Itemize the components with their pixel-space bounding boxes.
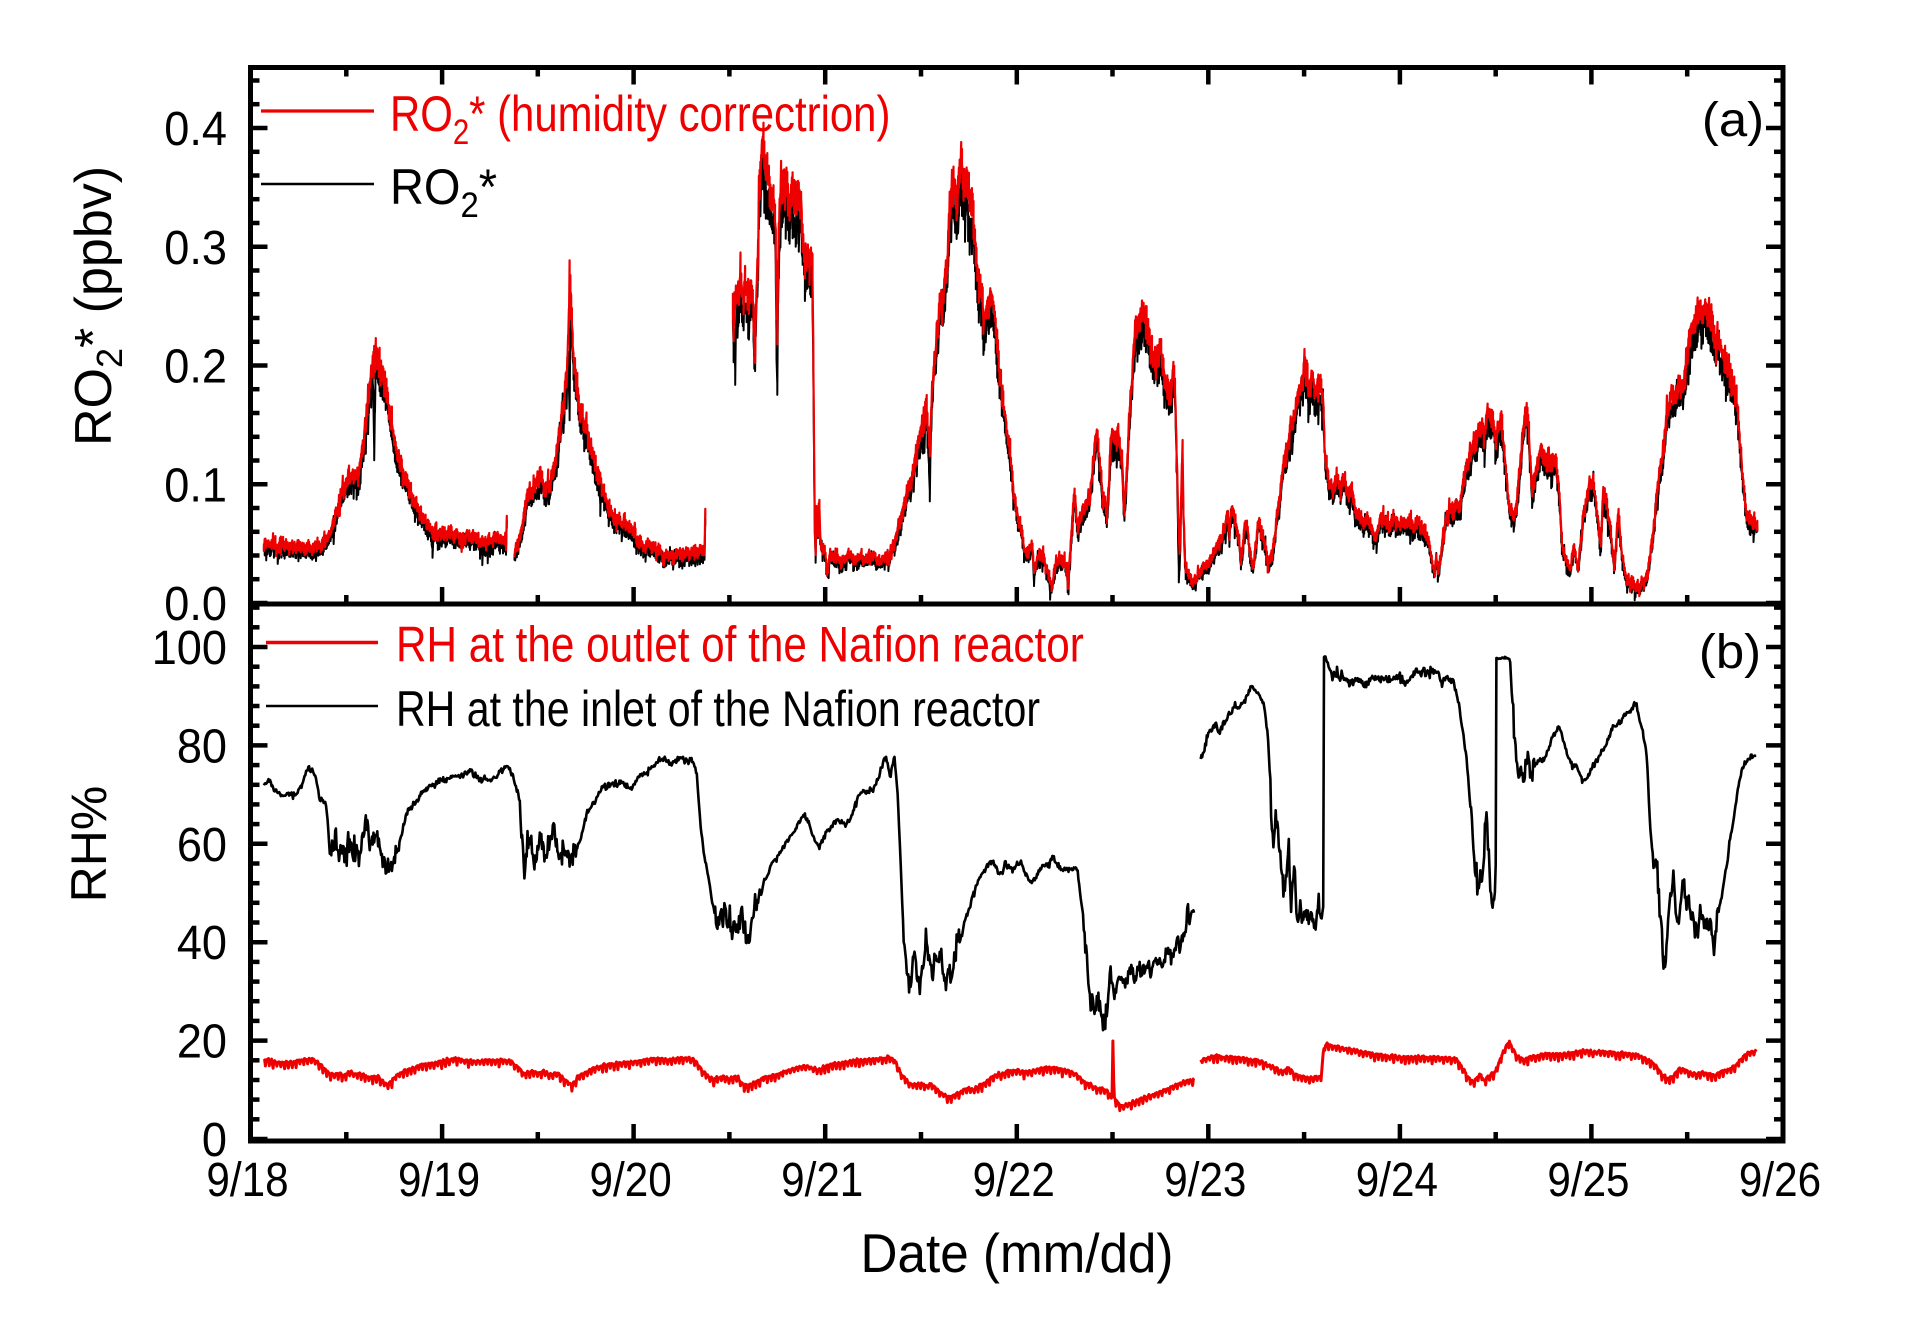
svg-text:9/20: 9/20: [590, 1152, 672, 1206]
svg-text:RO2* (humidity correctrion): RO2* (humidity correctrion): [390, 85, 890, 151]
svg-text:RH at the outlet of the Nafion: RH at the outlet of the Nafion reactor: [396, 616, 1084, 672]
svg-text:(b): (b): [1699, 625, 1761, 678]
svg-text:(a): (a): [1702, 93, 1764, 146]
svg-text:Date (mm/dd): Date (mm/dd): [861, 1223, 1174, 1284]
svg-text:20: 20: [177, 1014, 227, 1068]
svg-text:0.2: 0.2: [164, 339, 227, 393]
svg-text:40: 40: [177, 916, 227, 970]
svg-text:9/26: 9/26: [1739, 1152, 1821, 1206]
svg-text:0: 0: [202, 1113, 227, 1167]
svg-text:RO2* (ppbv): RO2* (ppbv): [65, 166, 130, 446]
svg-text:9/23: 9/23: [1164, 1152, 1246, 1206]
svg-text:RO2*: RO2*: [390, 160, 497, 226]
svg-text:9/25: 9/25: [1547, 1152, 1629, 1206]
svg-text:0.0: 0.0: [164, 577, 227, 631]
svg-text:80: 80: [177, 719, 227, 773]
svg-text:0.4: 0.4: [164, 102, 227, 156]
svg-text:9/22: 9/22: [973, 1152, 1055, 1206]
svg-text:0.1: 0.1: [164, 458, 227, 512]
svg-text:9/24: 9/24: [1356, 1152, 1438, 1206]
svg-text:100: 100: [152, 621, 227, 675]
svg-text:60: 60: [177, 818, 227, 872]
svg-text:RH at the inlet of the Nafion: RH at the inlet of the Nafion reactor: [396, 681, 1040, 737]
svg-text:9/19: 9/19: [398, 1152, 480, 1206]
svg-text:0.3: 0.3: [164, 220, 227, 274]
svg-text:RH%: RH%: [61, 786, 117, 903]
svg-text:9/21: 9/21: [781, 1152, 863, 1206]
svg-text:9/18: 9/18: [206, 1152, 288, 1206]
